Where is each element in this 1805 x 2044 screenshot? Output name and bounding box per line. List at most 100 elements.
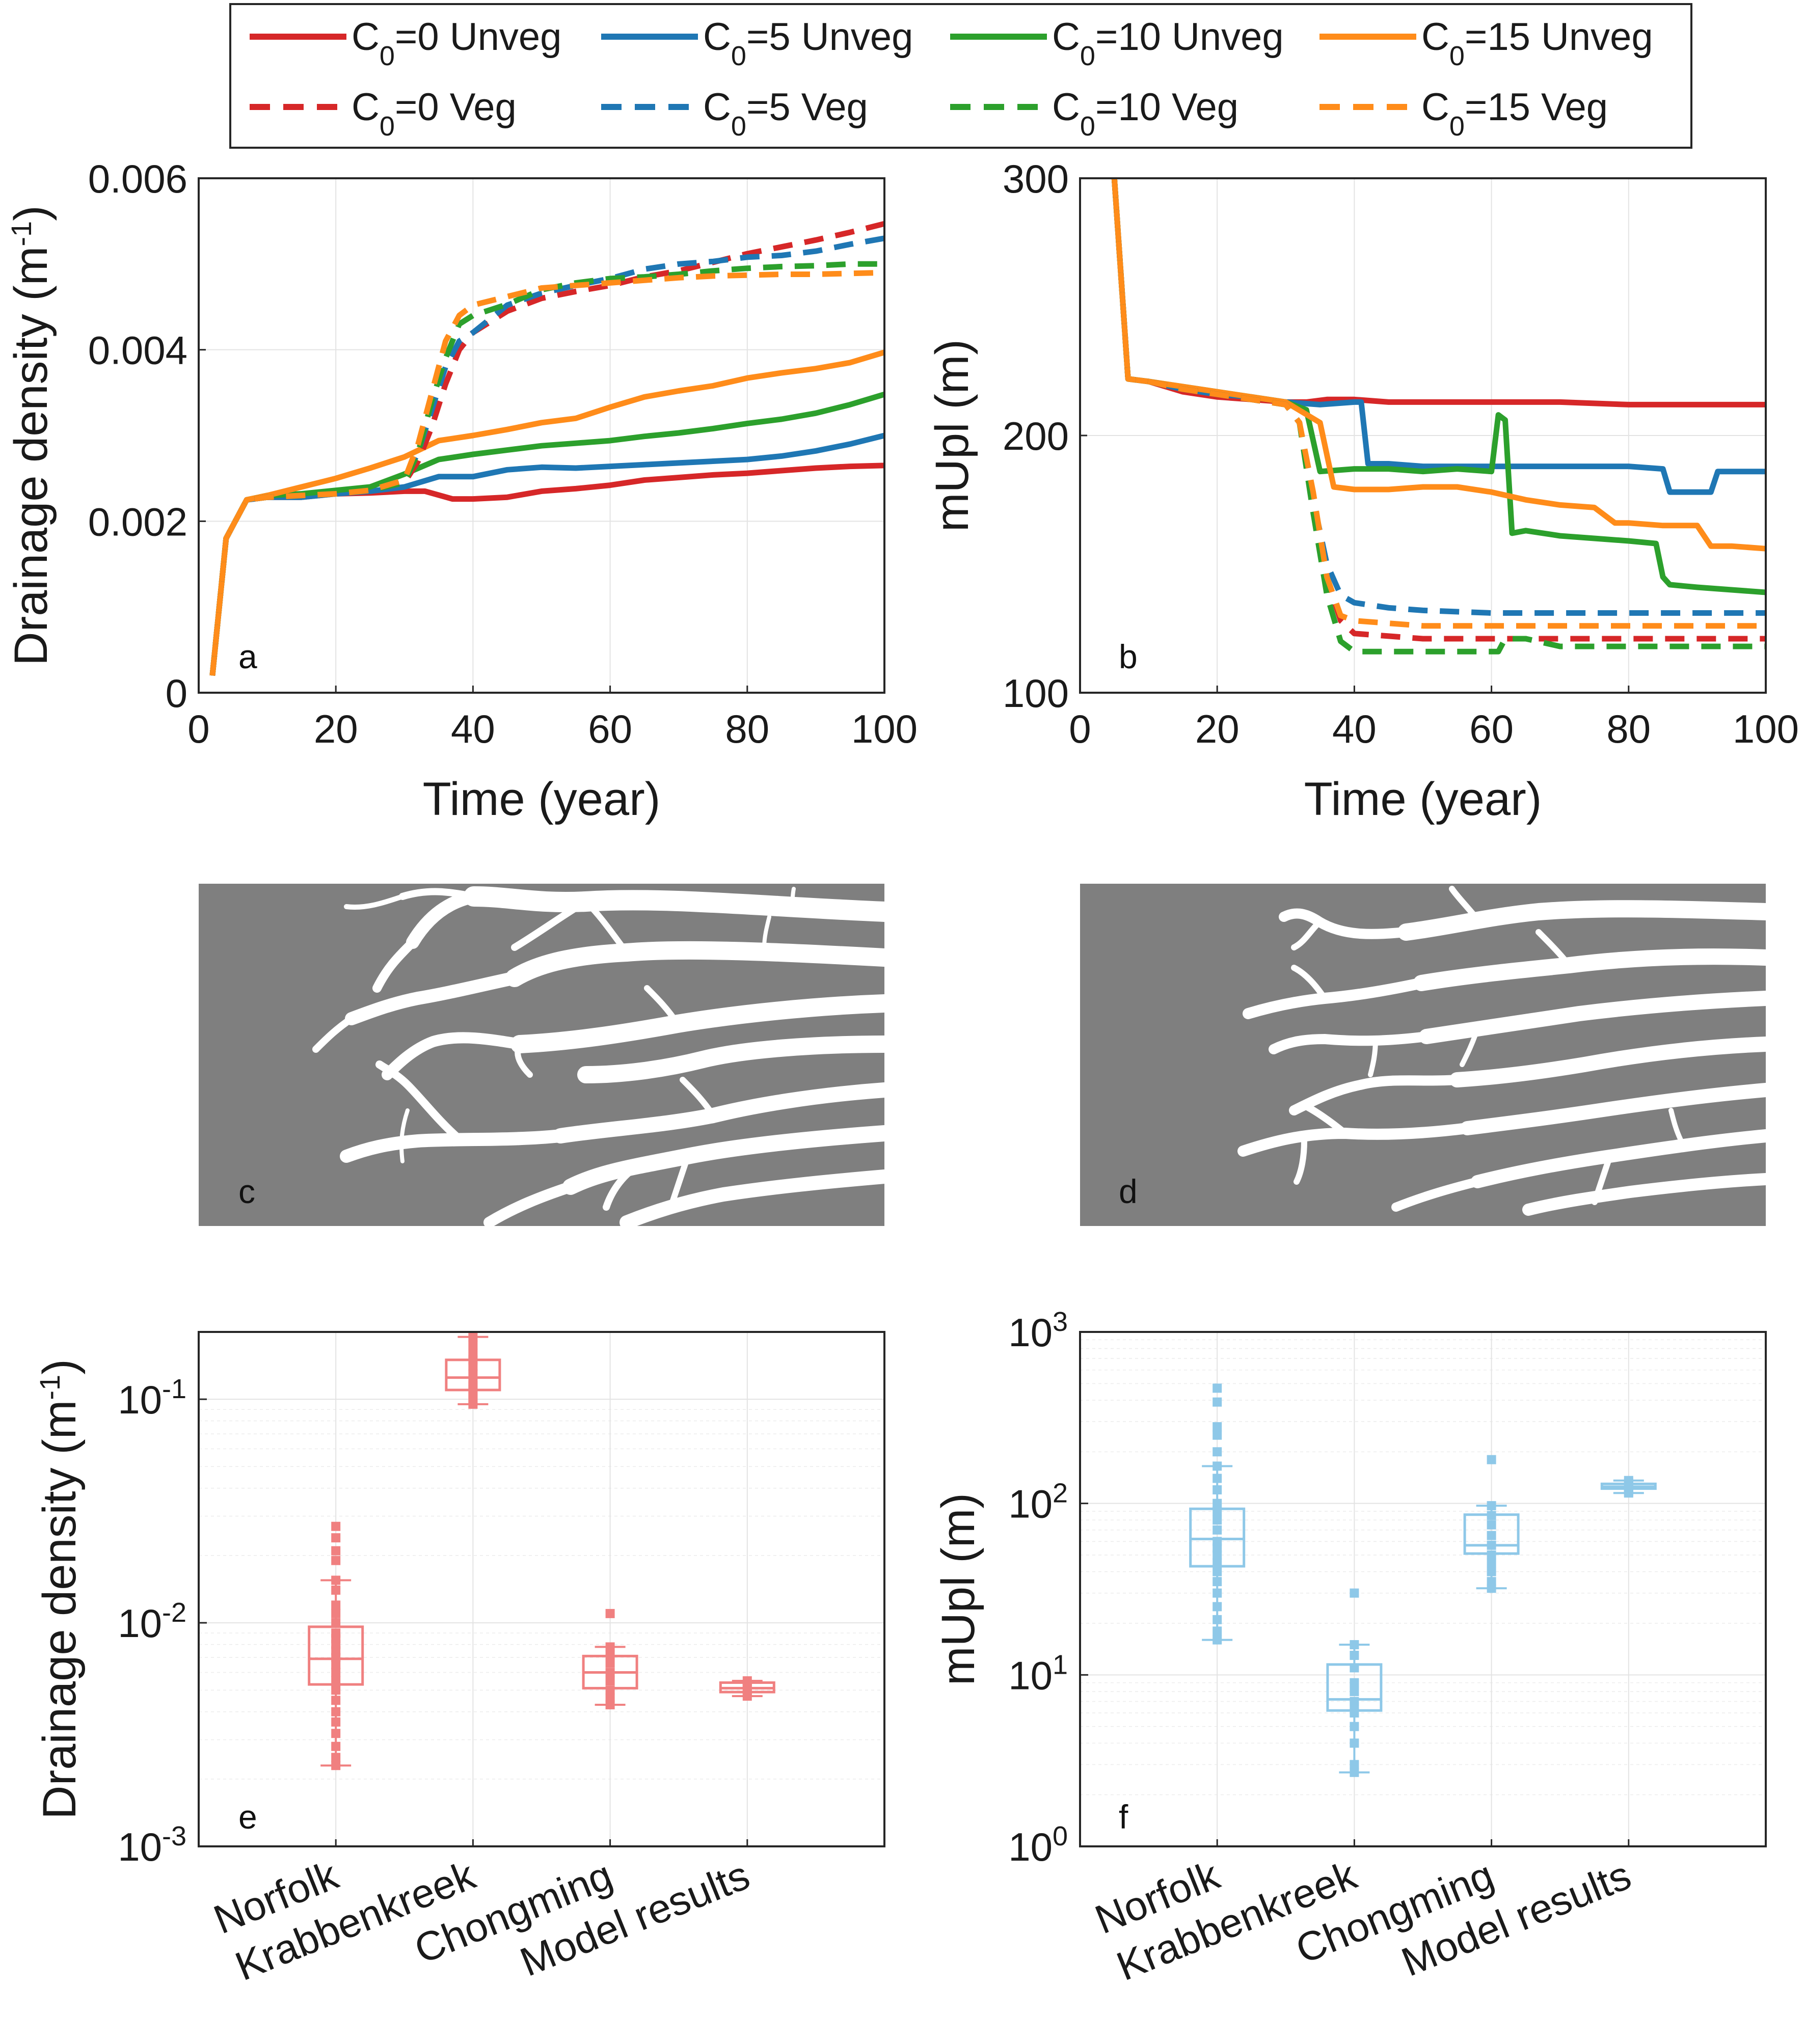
channel (1460, 1083, 1773, 1135)
channel (1301, 1102, 1349, 1137)
f-ytick-label: 101 (1008, 1649, 1068, 1698)
f-ytick-exp: 3 (1053, 1306, 1068, 1337)
legend-label-sub: 0 (1449, 41, 1465, 71)
channel (562, 1125, 893, 1195)
panel-f-axes-frame (1079, 1331, 1767, 1847)
f-data-point (1487, 1520, 1496, 1530)
f-data-point (1213, 1485, 1222, 1495)
f-data-point (1213, 1626, 1222, 1636)
legend-label-c: C (1421, 86, 1449, 129)
b-xtick-label: 0 (1069, 706, 1091, 751)
channel (577, 1035, 893, 1083)
legend-label-1: C0=5 Unveg (703, 15, 913, 71)
b-ytick-label: 100 (1003, 671, 1069, 716)
channel (1291, 965, 1328, 1001)
legend-box (229, 3, 1692, 149)
channel (1391, 1177, 1482, 1212)
legend-label-sub: 0 (731, 111, 746, 142)
e-box-0 (308, 1521, 364, 1770)
panel-e-ylabel-sup: -1 (34, 1375, 66, 1400)
legend-label-c: C (703, 15, 731, 59)
panel-d-channels (1237, 886, 1774, 1216)
f-data-point (1213, 1383, 1222, 1393)
channel (1397, 900, 1774, 941)
a-series-c0-15-unveg (209, 349, 885, 676)
f-data-point (1487, 1455, 1496, 1464)
legend-label-c: C (1052, 15, 1080, 59)
panel-a-xlabel: Time (year) (423, 773, 661, 825)
e-data-point (468, 1369, 478, 1379)
e-data-point (331, 1600, 341, 1610)
panel-a-letter: a (238, 638, 257, 675)
panel-f-letter: f (1119, 1798, 1128, 1836)
e-data-point (331, 1556, 341, 1565)
panel-a-ylabel-sup: -1 (5, 221, 37, 247)
panel-c-channels (312, 886, 895, 1230)
channel (790, 887, 796, 914)
e-ytick-label: 10-3 (118, 1821, 186, 1869)
e-ytick-label: 10-1 (118, 1374, 186, 1422)
e-data-point (605, 1676, 615, 1686)
e-data-point (742, 1691, 752, 1701)
f-data-point (1213, 1474, 1222, 1483)
channel (344, 894, 405, 910)
e-data-point (605, 1650, 615, 1659)
f-data-point (1487, 1550, 1496, 1560)
legend-label-sub: 0 (380, 41, 395, 71)
e-ytick-base: 10 (118, 1377, 162, 1422)
f-data-point (1213, 1525, 1222, 1535)
channel (1449, 886, 1480, 922)
f-data-point (1350, 1650, 1359, 1660)
e-box-1 (445, 1332, 501, 1409)
channel (644, 985, 681, 1027)
e-ytick-base: 10 (118, 1824, 162, 1869)
legend-label-2: C0=10 Unveg (1052, 15, 1284, 71)
channel (511, 898, 589, 951)
e-data-point (331, 1717, 341, 1727)
channel (515, 1041, 533, 1078)
channel (1291, 919, 1323, 950)
e-data-point (331, 1676, 341, 1686)
a-series-c0-10-unveg (209, 391, 885, 676)
f-box-3 (1600, 1476, 1657, 1498)
a-xtick-label: 20 (314, 706, 358, 751)
e-data-point (331, 1707, 341, 1716)
f-ytick-base: 10 (1008, 1824, 1053, 1869)
f-box-2 (1463, 1455, 1520, 1593)
channel (1449, 1037, 1773, 1087)
b-series-c0-15-veg (1111, 178, 1766, 629)
legend-label-rest: =15 Veg (1465, 86, 1608, 129)
e-data-point (605, 1668, 615, 1677)
panel-b-letter: b (1119, 638, 1138, 675)
e-data-point (605, 1658, 615, 1668)
legend-label-6: C0=10 Veg (1052, 86, 1238, 142)
b-xtick-label: 20 (1195, 706, 1240, 751)
f-data-point (1487, 1558, 1496, 1568)
panel-c-channel-map: c (199, 884, 895, 1230)
legend-label-c: C (352, 86, 380, 129)
f-ytick-base: 10 (1008, 1653, 1053, 1698)
f-ytick-base: 10 (1008, 1310, 1053, 1355)
f-data-point (1213, 1498, 1222, 1508)
f-box-1 (1326, 1588, 1383, 1777)
b-xtick-label: 40 (1332, 706, 1377, 751)
channel (1368, 1037, 1378, 1077)
f-data-point (1213, 1447, 1222, 1457)
f-ytick-exp: 0 (1053, 1821, 1068, 1851)
legend-label-0: C0=0 Unveg (352, 15, 561, 71)
f-data-point (1350, 1663, 1359, 1673)
f-data-point (1350, 1767, 1359, 1777)
legend: C0=0 Unveg C0=5 Unveg C0=10 Unveg C0=15 Unv… (229, 3, 1692, 149)
e-ytick-exp: -3 (162, 1821, 186, 1851)
channel (1460, 1026, 1480, 1067)
channel (1269, 1031, 1432, 1054)
f-ytick-base: 10 (1008, 1482, 1053, 1527)
panel-a-ylabel-main: Drainage density (m (5, 247, 57, 666)
legend-label-c: C (352, 15, 380, 59)
f-data-point (1350, 1722, 1359, 1731)
e-data-point (331, 1546, 341, 1556)
panel-e-ylabel-main: Drainage density (m (34, 1400, 86, 1819)
panel-e-letter: e (238, 1798, 257, 1836)
f-data-point (1213, 1550, 1222, 1560)
f-data-point (1350, 1738, 1359, 1748)
